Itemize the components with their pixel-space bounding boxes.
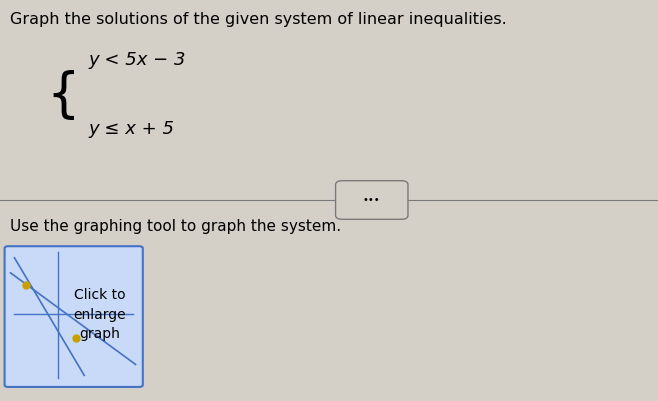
FancyBboxPatch shape — [336, 181, 408, 220]
Text: y ≤ x + 5: y ≤ x + 5 — [89, 119, 175, 137]
Text: Graph the solutions of the given system of linear inequalities.: Graph the solutions of the given system … — [10, 12, 507, 27]
Text: y < 5x − 3: y < 5x − 3 — [89, 51, 186, 69]
Text: Use the graphing tool to graph the system.: Use the graphing tool to graph the syste… — [10, 219, 341, 233]
Text: {: { — [46, 70, 80, 122]
FancyBboxPatch shape — [5, 247, 143, 387]
Text: •••: ••• — [363, 195, 380, 205]
Text: Click to
enlarge
graph: Click to enlarge graph — [74, 288, 126, 340]
